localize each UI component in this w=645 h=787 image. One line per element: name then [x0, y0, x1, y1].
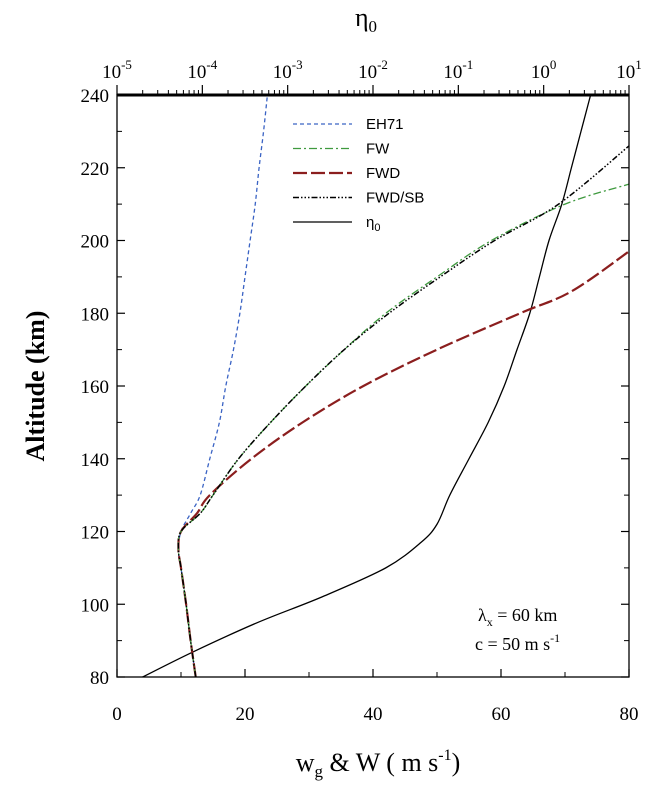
- top-tick-label: 101: [616, 57, 642, 83]
- top-tick-label: 10-5: [102, 57, 132, 83]
- plot-lines: [142, 94, 630, 678]
- series-line-0: [177, 94, 269, 678]
- x-tick-label: 40: [364, 704, 383, 725]
- legend: EH71 FW FWD FWD/SB η0: [293, 116, 424, 234]
- y-tick-label: 100: [81, 595, 110, 616]
- y-tick-label: 160: [81, 377, 110, 398]
- y-tick-label: 180: [81, 304, 110, 325]
- top-tick-label: 10-4: [187, 57, 217, 83]
- y-tick-label: 140: [81, 450, 110, 471]
- top-tick-label: 10-2: [358, 57, 388, 83]
- legend-label: η0: [366, 214, 380, 234]
- x-tick-label: 60: [492, 704, 511, 725]
- legend-label: FWD/SB: [366, 190, 424, 207]
- top-axis: 10-5 10-4 10-3 10-2 10-1 100 101: [102, 57, 642, 95]
- y-tick-label: 220: [81, 159, 110, 180]
- legend-label: FWD: [366, 165, 400, 182]
- y-tick-label: 80: [90, 668, 109, 689]
- x-axis-title: wg & W ( m s-1): [296, 747, 461, 781]
- top-tick-label: 100: [531, 57, 557, 83]
- x-tick-label: 0: [112, 704, 122, 725]
- y-tick-label: 240: [81, 86, 110, 107]
- x-tick-label: 80: [620, 704, 639, 725]
- series-line-4: [142, 94, 592, 678]
- annotation-wavelength: λx = 60 km: [478, 605, 557, 629]
- top-tick-label: 10-3: [273, 57, 303, 83]
- y-tick-label: 200: [81, 232, 110, 253]
- bottom-axis: 0 20 40 60 80: [112, 669, 639, 725]
- x-tick-label: 20: [236, 704, 255, 725]
- top-tick-label: 10-1: [443, 57, 473, 83]
- series-line-3: [177, 145, 630, 678]
- legend-label: FW: [366, 141, 390, 158]
- annotation-phase-speed: c = 50 m s-1: [475, 631, 560, 654]
- y-tick-label: 120: [81, 523, 110, 544]
- annotations: λx = 60 km c = 50 m s-1: [475, 605, 560, 654]
- plot-background: [117, 95, 629, 677]
- left-axis: 80 100 120 140 160 180 200 220 240: [81, 86, 629, 689]
- legend-label: EH71: [366, 116, 404, 133]
- y-axis-title: Altitude (km): [21, 311, 50, 462]
- top-axis-title: η0: [355, 3, 377, 36]
